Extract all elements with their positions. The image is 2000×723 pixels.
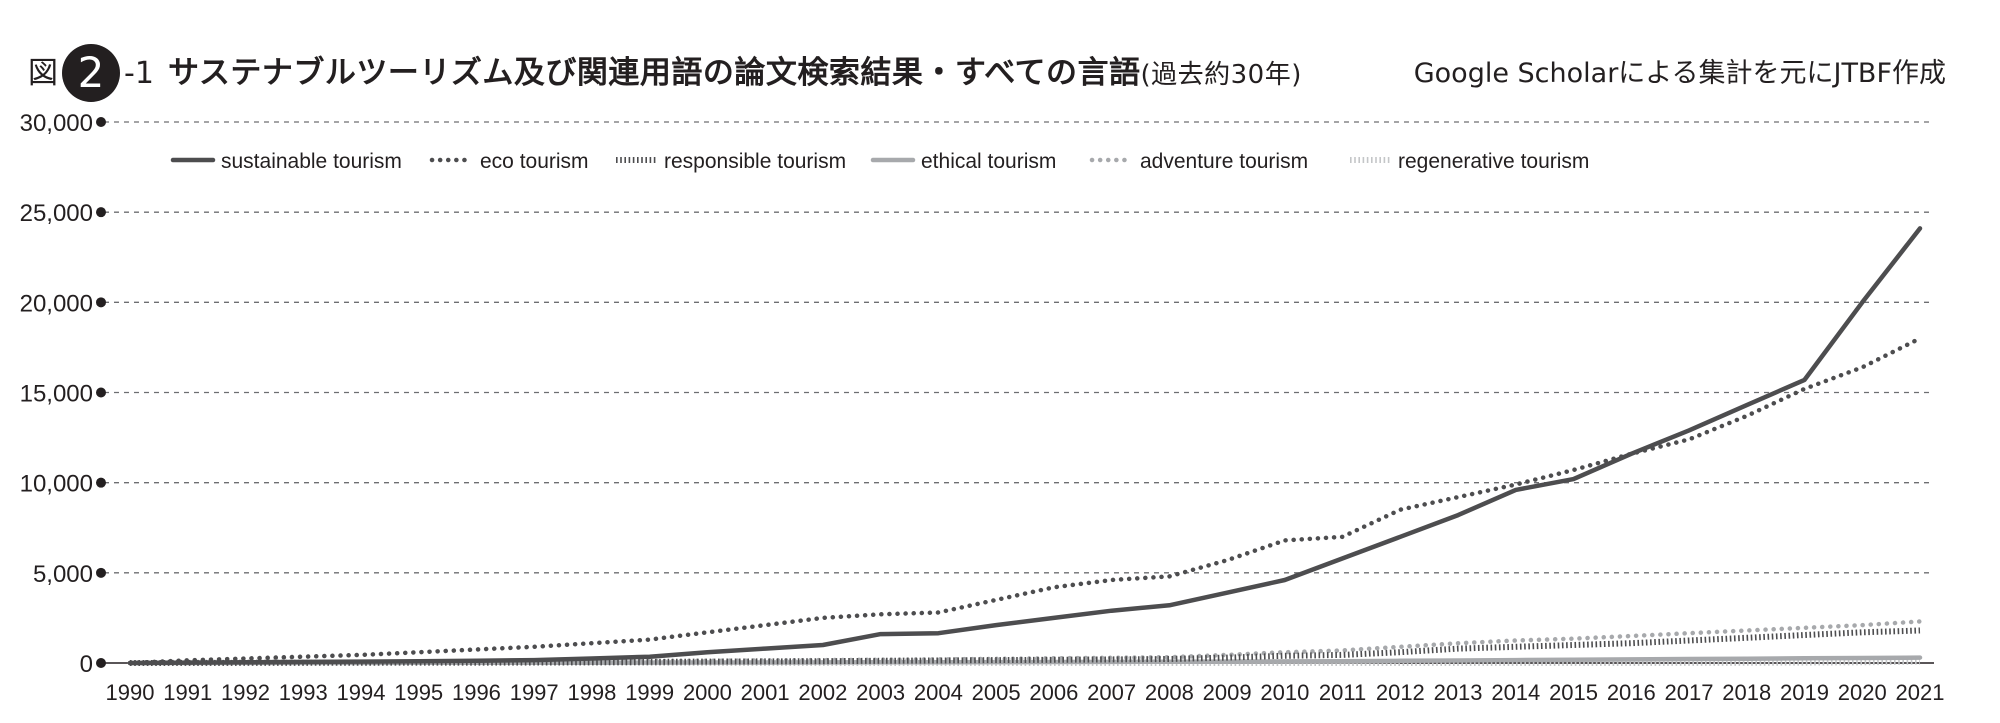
figure-header: 図 2 -1 サステナブルツーリズム及び関連用語の論文検索結果・すべての言語(過… [0, 0, 2000, 110]
x-tick-label: 2007 [1087, 680, 1136, 705]
y-tick-dot [96, 658, 106, 668]
chart-title-main: サステナブルツーリズム及び関連用語の論文検索結果・すべての言語 [168, 55, 1141, 91]
figure-prefix: 図 [28, 56, 58, 91]
x-tick-label: 1990 [106, 680, 155, 705]
x-tick-label: 2011 [1319, 680, 1366, 705]
y-tick-label: 0 [80, 651, 93, 678]
x-tick-label: 1997 [510, 680, 559, 705]
x-tick-label: 2004 [914, 680, 963, 705]
x-tick-label: 2013 [1434, 680, 1483, 705]
x-tick-label: 1998 [567, 680, 616, 705]
y-tick-dot [96, 567, 106, 578]
legend-label: responsible tourism [664, 150, 846, 173]
y-tick-dot [96, 207, 106, 218]
figure-number-suffix: -1 [124, 56, 154, 91]
y-tick-label: 30,000 [20, 110, 93, 137]
gridlines [104, 121, 1930, 574]
x-tick-label: 2003 [856, 680, 905, 705]
x-tick-label: 1992 [221, 680, 270, 705]
y-tick-dot [96, 477, 106, 488]
y-tick-label: 5,000 [33, 561, 93, 588]
x-tick-label: 1993 [279, 680, 328, 705]
x-tick-label: 2018 [1722, 680, 1771, 705]
y-tick-dot [96, 117, 106, 127]
series-lines [127, 226, 1923, 666]
axes: 0 5,000 10,000 15,000 20,000 25,000 30,000 1990… [20, 110, 1945, 705]
x-tick-label: 2006 [1029, 680, 1078, 705]
y-tick-label: 20,000 [20, 290, 93, 317]
x-tick-label: 2010 [1260, 680, 1309, 705]
x-tick-label: 2008 [1145, 680, 1194, 705]
legend-label: ethical tourism [921, 150, 1056, 173]
x-tick-label: 2009 [1203, 680, 1252, 705]
legend-label: eco tourism [480, 150, 589, 173]
x-tick-label: 2021 [1896, 680, 1945, 705]
x-tick-label: 2020 [1838, 680, 1887, 705]
y-tick-label: 25,000 [20, 200, 93, 227]
x-tick-label: 2000 [683, 680, 732, 705]
x-tick-label: 2001 [741, 680, 790, 705]
y-tick-dot [96, 297, 106, 308]
x-tick-label: 2005 [972, 680, 1021, 705]
chart-title-period: (過去約30年) [1140, 60, 1302, 90]
y-tick-label: 10,000 [20, 471, 93, 498]
legend-label: regenerative tourism [1398, 150, 1589, 173]
x-tick-label: 1994 [336, 680, 385, 705]
x-tick-label: 2015 [1549, 680, 1598, 705]
figure-number-badge: 2 [62, 44, 120, 102]
x-tick-label: 2002 [798, 680, 847, 705]
y-tick-label: 15,000 [20, 381, 93, 408]
series-line-eco-tourism [127, 336, 1923, 666]
source-note: Google Scholarによる集計を元にJTBF作成 [1413, 58, 1946, 89]
legend-label: adventure tourism [1140, 150, 1308, 173]
x-tick-label: 1996 [452, 680, 501, 705]
chart-title: サステナブルツーリズム及び関連用語の論文検索結果・すべての言語(過去約30年) [168, 54, 1302, 94]
x-tick-label: 2016 [1607, 680, 1656, 705]
x-tick-label: 1991 [163, 680, 212, 705]
x-tick-label: 2014 [1491, 680, 1540, 705]
legend: sustainable tourism eco tourism responsibl… [170, 150, 1589, 173]
x-tick-label: 2012 [1376, 680, 1425, 705]
y-tick-dot [96, 387, 106, 398]
series-line-sustainable-tourism [127, 226, 1923, 666]
x-tick-label: 1995 [394, 680, 443, 705]
legend-label: sustainable tourism [221, 150, 402, 173]
x-tick-label: 2019 [1780, 680, 1829, 705]
x-tick-label: 2017 [1665, 680, 1714, 705]
x-tick-label: 1999 [625, 680, 674, 705]
